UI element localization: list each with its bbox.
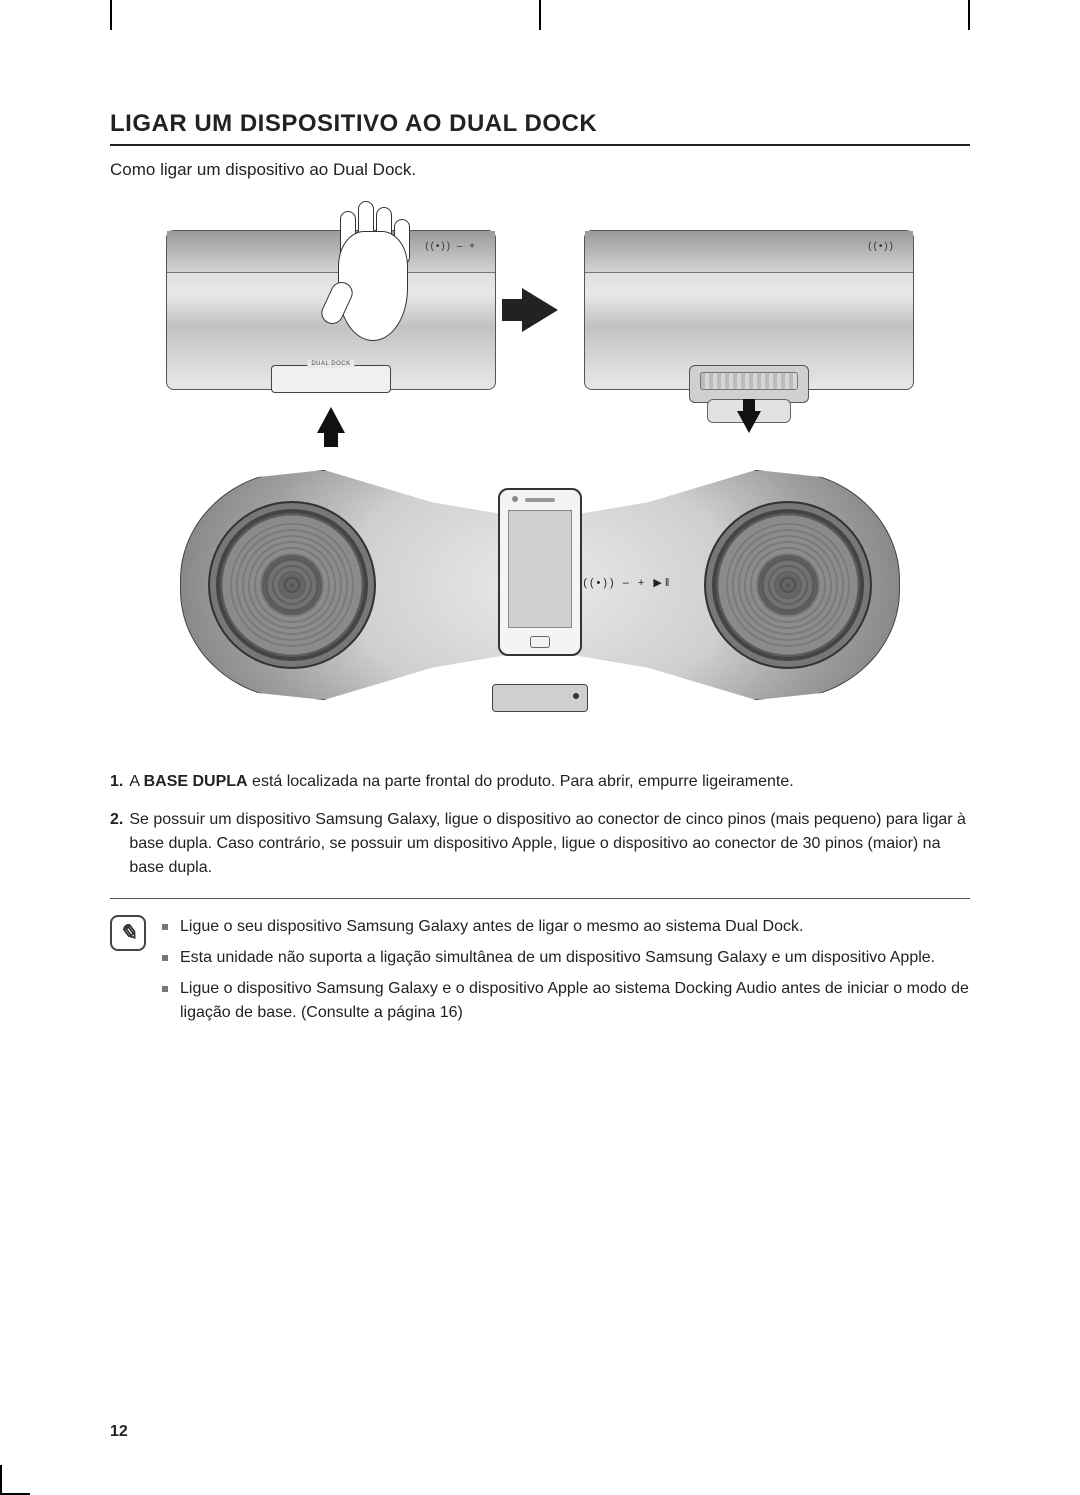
- docked-phone: [498, 488, 582, 656]
- divider: [110, 898, 970, 899]
- step-item: 1. A BASE DUPLA está localizada na parte…: [110, 770, 970, 794]
- section-heading: LIGAR UM DISPOSITIVO AO DUAL DOCK: [110, 110, 970, 146]
- section-subtitle: Como ligar um dispositivo ao Dual Dock.: [110, 160, 970, 180]
- crop-mark: [110, 0, 112, 30]
- speaker-body: ((•)) – + ▶ǁ: [180, 470, 900, 700]
- manual-page: LIGAR UM DISPOSITIVO AO DUAL DOCK Como l…: [0, 0, 1080, 1495]
- top-control-icons: ((•)) – +: [425, 241, 477, 252]
- dock-slot-label: DUAL DOCK: [307, 360, 354, 368]
- step-text: Se possuir um dispositivo Samsung Galaxy…: [129, 808, 970, 880]
- arrow-down-icon: [737, 411, 761, 433]
- arrow-up-icon: [317, 407, 345, 433]
- speaker-control-icons: ((•)) – + ▶ǁ: [583, 576, 672, 589]
- crop-mark: [0, 1465, 2, 1495]
- panel-top-band: [167, 231, 495, 273]
- crop-mark: [539, 0, 541, 30]
- note-item: Ligue o seu dispositivo Samsung Galaxy a…: [162, 915, 970, 940]
- panel-dock-closed: ((•)) – + DUAL DOCK: [166, 230, 496, 390]
- arrow-right-icon: [522, 288, 558, 332]
- panel-dock-open: ((•)): [584, 230, 914, 390]
- note-item: Ligue o dispositivo Samsung Galaxy e o d…: [162, 977, 970, 1027]
- top-control-icons: ((•)): [868, 241, 895, 252]
- dock-slot: DUAL DOCK: [271, 365, 391, 393]
- dock-popout: [689, 365, 809, 429]
- speaker-driver-left: [208, 501, 376, 669]
- note-item: Esta unidade não suporta a ligação simul…: [162, 946, 970, 971]
- pencil-icon: ✎: [119, 920, 137, 946]
- crop-mark: [968, 0, 970, 30]
- note-icon: ✎: [110, 915, 146, 951]
- notes-list: Ligue o seu dispositivo Samsung Galaxy a…: [162, 915, 970, 1032]
- step-number: 2.: [110, 808, 123, 880]
- page-number: 12: [110, 1423, 128, 1441]
- instruction-steps: 1. A BASE DUPLA está localizada na parte…: [110, 770, 970, 880]
- step-rest: está localizada na parte frontal do prod…: [248, 773, 794, 790]
- step-text: A BASE DUPLA está localizada na parte fr…: [129, 770, 793, 794]
- figure-press-to-open: ((•)) – + DUAL DOCK ((•)): [110, 230, 970, 390]
- step-strong: BASE DUPLA: [144, 773, 248, 790]
- step-number: 1.: [110, 770, 123, 794]
- step-rest: Se possuir um dispositivo Samsung Galaxy…: [129, 811, 966, 876]
- panel-top-band: [585, 231, 913, 273]
- notes-block: ✎ Ligue o seu dispositivo Samsung Galaxy…: [110, 915, 970, 1032]
- step-item: 2. Se possuir um dispositivo Samsung Gal…: [110, 808, 970, 880]
- step-lead: A: [129, 773, 143, 790]
- speaker-driver-right: [704, 501, 872, 669]
- phone-cradle: [492, 684, 588, 712]
- figure-speaker-with-phone: ((•)) – + ▶ǁ: [110, 470, 970, 700]
